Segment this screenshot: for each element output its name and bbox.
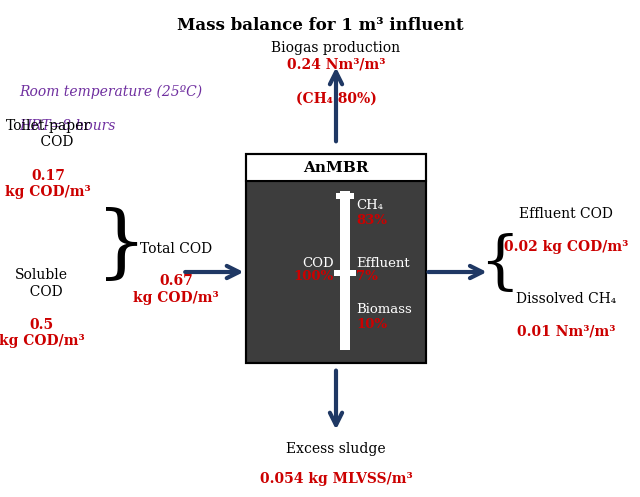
Text: {: { bbox=[479, 234, 520, 295]
Text: Toilet-paper
    COD: Toilet-paper COD bbox=[5, 119, 91, 150]
Text: Biomass: Biomass bbox=[356, 303, 412, 316]
Text: Mass balance for 1 m³ influent: Mass balance for 1 m³ influent bbox=[177, 17, 463, 34]
Text: Biogas production: Biogas production bbox=[271, 41, 401, 55]
Text: Excess sludge: Excess sludge bbox=[286, 442, 386, 456]
Text: Total COD: Total COD bbox=[140, 242, 212, 256]
Text: 0.24 Nm³/m³: 0.24 Nm³/m³ bbox=[287, 57, 385, 71]
Text: CH₄: CH₄ bbox=[356, 199, 383, 212]
Text: HRT=8 hours: HRT=8 hours bbox=[19, 119, 116, 133]
Text: COD: COD bbox=[302, 257, 333, 270]
Text: 7%: 7% bbox=[356, 269, 378, 282]
Text: 0.17
kg COD/m³: 0.17 kg COD/m³ bbox=[5, 169, 91, 199]
Bar bbox=[334, 270, 356, 276]
Text: 0.01 Nm³/m³: 0.01 Nm³/m³ bbox=[517, 324, 616, 338]
Text: 10%: 10% bbox=[356, 318, 387, 331]
Text: AnMBR: AnMBR bbox=[303, 161, 369, 174]
Bar bbox=[246, 181, 426, 363]
Bar bbox=[246, 154, 426, 181]
Bar bbox=[340, 191, 350, 350]
Text: 0.67
kg COD/m³: 0.67 kg COD/m³ bbox=[133, 274, 219, 305]
Text: Effluent: Effluent bbox=[356, 257, 410, 270]
Text: (CH₄ 80%): (CH₄ 80%) bbox=[296, 92, 376, 106]
Text: Dissolved CH₄: Dissolved CH₄ bbox=[516, 292, 616, 306]
Text: }: } bbox=[96, 207, 147, 285]
Text: Soluble
  COD: Soluble COD bbox=[15, 268, 68, 299]
Text: Room temperature (25ºC): Room temperature (25ºC) bbox=[19, 84, 202, 99]
Text: 0.054 kg MLVSS/m³: 0.054 kg MLVSS/m³ bbox=[260, 472, 412, 486]
Bar bbox=[336, 193, 354, 199]
Text: Effluent COD: Effluent COD bbox=[520, 207, 613, 221]
Text: 83%: 83% bbox=[356, 214, 387, 227]
Bar bbox=[246, 154, 426, 363]
Text: 100%: 100% bbox=[293, 269, 333, 282]
Text: 0.02 kg COD/m³: 0.02 kg COD/m³ bbox=[504, 240, 628, 253]
Text: 0.5
kg COD/m³: 0.5 kg COD/m³ bbox=[0, 318, 84, 348]
